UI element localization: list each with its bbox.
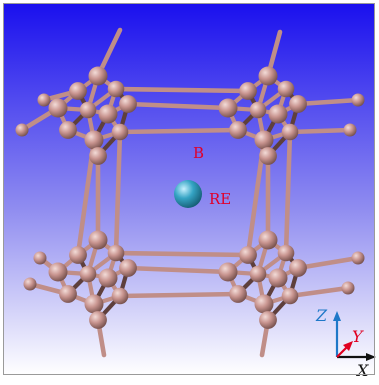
boron-atom-bottom-left [84, 294, 104, 314]
y-arrow-head [343, 341, 353, 351]
x-arrow-head [366, 353, 376, 361]
boron-atom-bottom-right [277, 244, 295, 262]
boron-atom-top-right [259, 147, 277, 165]
boron-atom-bottom-left [119, 259, 137, 277]
boron-atom-bottom-right [259, 311, 277, 329]
x-axis-label: X [355, 361, 369, 380]
inter-cluster-bond [113, 250, 251, 258]
inter-cluster-bond [283, 129, 293, 256]
boron-atom-top-right [218, 98, 238, 118]
atom-layer [15, 66, 365, 329]
boron-atom-top-right [239, 82, 257, 100]
axis-triad: Z Y X [315, 306, 376, 380]
boron-atom-bottom-left [88, 230, 108, 250]
boron-atom-bottom-right [268, 268, 288, 288]
boron-atom-bottom-right [239, 246, 257, 264]
y-axis-label: Y [352, 327, 364, 346]
boron-atom-top-right [268, 104, 288, 124]
boron-label: B [193, 144, 204, 162]
boron-atom-top-right [258, 66, 278, 86]
boron-atom-edge [351, 93, 365, 107]
boron-atom-top-left [107, 80, 125, 98]
boron-atom-top-right [254, 130, 274, 150]
rare-earth-atom [174, 180, 202, 208]
boron-atom-bottom-left [111, 287, 129, 305]
inter-cluster-bond [125, 101, 231, 111]
boron-atom-bottom-left [98, 268, 118, 288]
inter-cluster-bond [125, 265, 231, 275]
boron-atom-bottom-left [48, 262, 68, 282]
boron-atom-top-left [89, 147, 107, 165]
boron-atom-edge [15, 123, 29, 137]
inter-cluster-bond [295, 255, 361, 271]
boron-atom-bottom-left [69, 246, 87, 264]
inter-cluster-bond [113, 86, 251, 94]
inter-cluster-bond [113, 129, 123, 256]
boron-atom-top-left [48, 98, 68, 118]
inter-cluster-bond [117, 127, 241, 135]
boron-atom-edge [23, 277, 37, 291]
inter-cluster-bond [117, 291, 241, 299]
boron-atom-bottom-right [289, 259, 307, 277]
boron-atom-edge [351, 251, 365, 265]
boron-atom-top-right [289, 95, 307, 113]
boron-atom-top-left [88, 66, 108, 86]
inter-cluster-bond [295, 97, 361, 107]
boron-atom-bottom-left [107, 244, 125, 262]
boron-atom-top-right [249, 101, 267, 119]
boron-atom-top-left [84, 130, 104, 150]
boron-atom-bottom-left [89, 311, 107, 329]
boron-atom-top-left [59, 121, 77, 139]
inter-cluster-bond [287, 127, 353, 135]
boron-atom-top-right [229, 121, 247, 139]
boron-atom-top-right [277, 80, 295, 98]
boron-atom-edge [37, 93, 51, 107]
boron-atom-bottom-right [258, 230, 278, 250]
boron-atom-top-left [98, 104, 118, 124]
z-axis-label: Z [315, 306, 328, 325]
inter-cluster-bond [287, 285, 351, 299]
boron-atom-top-left [69, 82, 87, 100]
boron-atom-top-left [79, 101, 97, 119]
boron-atom-bottom-right [218, 262, 238, 282]
boron-atom-bottom-left [59, 285, 77, 303]
boron-atom-top-right [281, 123, 299, 141]
boron-atom-edge [341, 281, 355, 295]
boron-atom-edge [33, 251, 47, 265]
boron-atom-bottom-left [79, 265, 97, 283]
boron-atom-bottom-right [249, 265, 267, 283]
boron-atom-bottom-right [229, 285, 247, 303]
boron-atom-top-left [111, 123, 129, 141]
boron-atom-top-left [119, 95, 137, 113]
boron-atom-edge [343, 123, 357, 137]
boron-atom-bottom-right [281, 287, 299, 305]
boron-atom-bottom-right [254, 294, 274, 314]
z-arrow-head [333, 311, 341, 321]
rare-earth-label: RE [209, 190, 231, 208]
